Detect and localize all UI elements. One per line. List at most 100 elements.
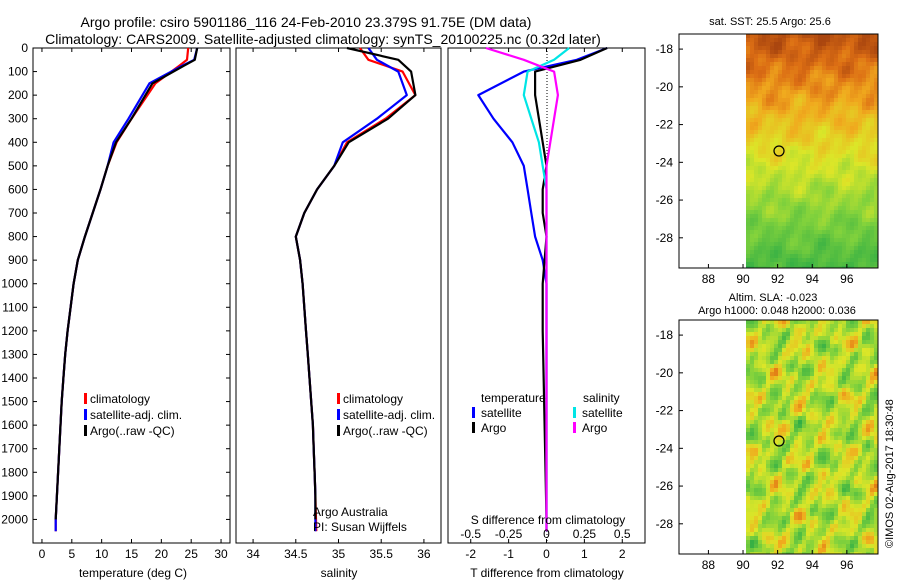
map-cell — [774, 202, 778, 206]
map-cell — [754, 356, 758, 360]
map-cell — [754, 62, 758, 66]
map-cell — [838, 34, 842, 38]
map-cell — [862, 202, 866, 206]
map-cell — [754, 496, 758, 500]
map-cell — [834, 82, 838, 86]
map-cell — [830, 380, 834, 384]
map-cell — [778, 352, 782, 356]
map-cell — [766, 416, 770, 420]
map-cell — [870, 190, 874, 194]
map-cell — [802, 400, 806, 404]
map-cell — [850, 512, 854, 516]
map-cell — [870, 504, 874, 508]
map-cell — [854, 186, 858, 190]
map-cell — [794, 138, 798, 142]
map-cell — [790, 266, 794, 268]
map-cell — [798, 230, 802, 234]
map-cell — [818, 194, 822, 198]
map-cell — [826, 380, 830, 384]
map-cell — [770, 396, 774, 400]
map-cell — [846, 476, 850, 480]
map-cell — [830, 62, 834, 66]
map-cell — [770, 262, 774, 266]
map-cell — [774, 520, 778, 524]
map-cell — [870, 348, 874, 352]
map-cell — [870, 396, 874, 400]
map-cell — [814, 138, 818, 142]
map-cell — [802, 258, 806, 262]
map-cell — [774, 348, 778, 352]
map-cell — [854, 262, 858, 266]
map-cell — [838, 130, 842, 134]
map-cell — [806, 210, 810, 214]
map-cell — [770, 42, 774, 46]
map-cell — [818, 328, 822, 332]
map-cell — [754, 492, 758, 496]
map-cell — [798, 368, 802, 372]
map-cell — [830, 396, 834, 400]
map-x-tick-label: 90 — [736, 272, 750, 286]
map-cell — [874, 66, 878, 70]
map-cell — [762, 356, 766, 360]
map-cell — [746, 476, 750, 480]
map-cell — [838, 46, 842, 50]
map-cell — [866, 392, 870, 396]
map-cell — [786, 66, 790, 70]
map-cell — [834, 364, 838, 368]
map-cell — [746, 102, 750, 106]
map-cell — [810, 90, 814, 94]
map-y-tick-label: -18 — [656, 42, 674, 56]
map-cell — [862, 408, 866, 412]
map-cell — [838, 142, 842, 146]
map-cell — [754, 548, 758, 552]
map-cell — [822, 396, 826, 400]
map-cell — [850, 552, 854, 554]
map-cell — [794, 500, 798, 504]
x-tick-label: 15 — [125, 547, 139, 561]
map-cell — [814, 496, 818, 500]
argo-location-marker — [773, 145, 785, 157]
map-cell — [866, 38, 870, 42]
map-cell — [842, 528, 846, 532]
map-cell — [806, 436, 810, 440]
map-cell — [762, 504, 766, 508]
map-cell — [806, 416, 810, 420]
map-cell — [818, 246, 822, 250]
map-cell — [754, 444, 758, 448]
map-cell — [858, 126, 862, 130]
map-cell — [850, 226, 854, 230]
map-cell — [750, 376, 754, 380]
map-cell — [798, 536, 802, 540]
map-cell — [834, 424, 838, 428]
map-cell — [770, 210, 774, 214]
map-cell — [762, 420, 766, 424]
map-cell — [786, 416, 790, 420]
map-cell — [862, 78, 866, 82]
map-cell — [786, 480, 790, 484]
map-cell — [762, 122, 766, 126]
map-cell — [770, 452, 774, 456]
map-cell — [750, 344, 754, 348]
map-x-tick-label: 96 — [840, 558, 854, 572]
map-cell — [874, 238, 878, 242]
map-cell — [802, 344, 806, 348]
map-cell — [826, 492, 830, 496]
map-cell — [770, 552, 774, 554]
map-cell — [794, 476, 798, 480]
map-cell — [874, 258, 878, 262]
map-cell — [866, 388, 870, 392]
map-cell — [870, 46, 874, 50]
map-cell — [766, 528, 770, 532]
map-cell — [850, 118, 854, 122]
map-cell — [782, 86, 786, 90]
map-cell — [810, 202, 814, 206]
map-cell — [838, 174, 842, 178]
map-cell — [814, 70, 818, 74]
map-cell — [858, 336, 862, 340]
map-cell — [814, 54, 818, 58]
map-cell — [862, 516, 866, 520]
map-cell — [830, 516, 834, 520]
map-cell — [850, 532, 854, 536]
map-cell — [838, 62, 842, 66]
map-cell — [850, 432, 854, 436]
